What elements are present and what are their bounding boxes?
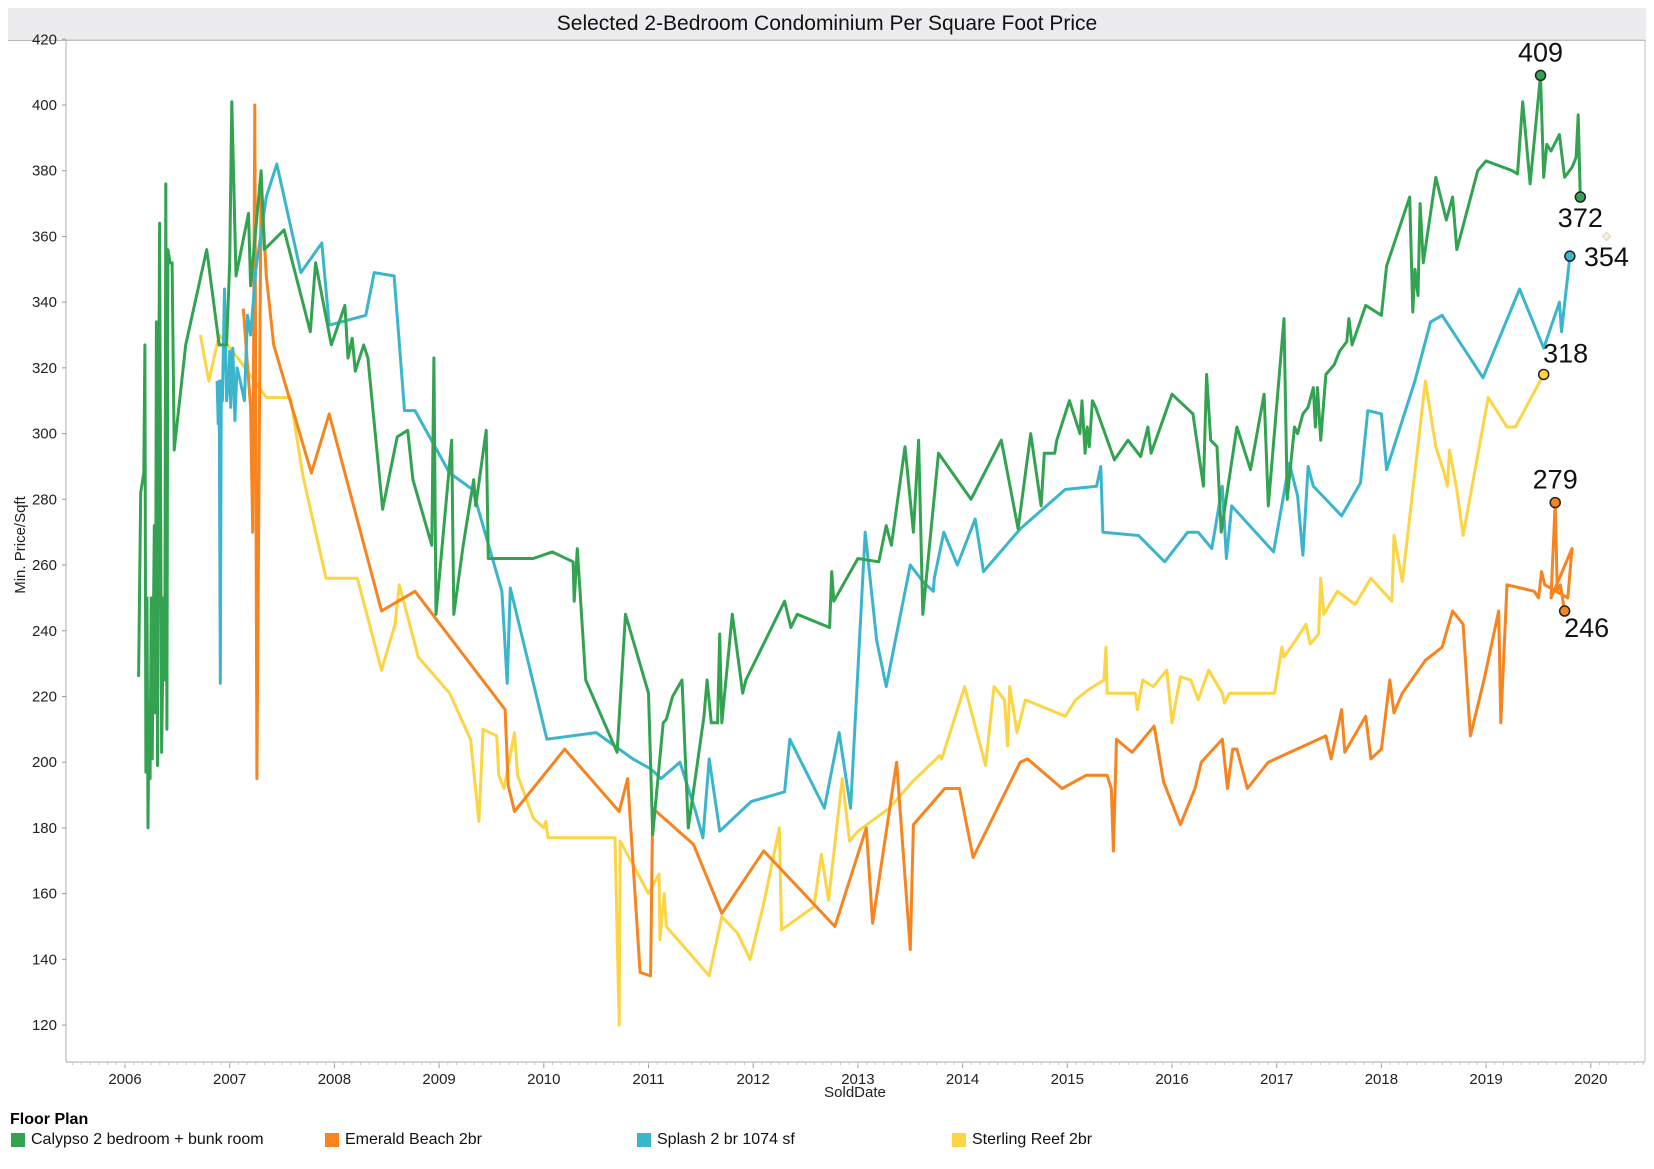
y-tick-label: 200 bbox=[32, 754, 57, 771]
highlight-marker[interactable] bbox=[1549, 496, 1561, 509]
x-tick-label: 2009 bbox=[422, 1071, 455, 1088]
y-tick-label: 260 bbox=[32, 557, 57, 574]
x-tick-label: 2012 bbox=[737, 1071, 770, 1088]
legend-label: Emerald Beach 2br bbox=[345, 1131, 482, 1148]
data-label: 354 bbox=[1584, 242, 1629, 272]
legend-swatch bbox=[952, 1133, 966, 1147]
x-ticks: 2006 2007 2008 2009 2010 2011 2012 2013 2014 2015… bbox=[108, 1062, 1607, 1088]
highlight-marker[interactable] bbox=[1537, 368, 1550, 381]
data-label: 246 bbox=[1564, 613, 1609, 643]
series-line-emerald-beach-2br bbox=[241, 103, 1574, 978]
data-label: 372 bbox=[1558, 203, 1603, 233]
legend-item-calypso[interactable]: Calypso 2 bedroom + bunk room bbox=[11, 1130, 264, 1150]
series-line-splash-2-br-1074-sf bbox=[215, 162, 1572, 840]
highlight-marker[interactable] bbox=[1534, 69, 1547, 82]
data-label: 409 bbox=[1518, 37, 1563, 67]
y-axis-title: Min. Price/Sqft bbox=[12, 495, 29, 593]
legend-swatch bbox=[325, 1133, 339, 1147]
y-tick-label: 220 bbox=[32, 688, 57, 705]
legend-label: Calypso 2 bedroom + bunk room bbox=[31, 1131, 264, 1148]
highlight-marker[interactable] bbox=[1558, 605, 1571, 617]
series-line-sterling-reef-2br bbox=[198, 333, 1546, 1027]
x-tick-label: 2015 bbox=[1051, 1071, 1084, 1088]
diamond-marker bbox=[1601, 231, 1612, 242]
x-tick-label: 2018 bbox=[1365, 1071, 1398, 1088]
y-tick-label: 320 bbox=[32, 360, 57, 377]
data-label: 318 bbox=[1543, 338, 1588, 368]
x-tick-label: 2019 bbox=[1469, 1071, 1502, 1088]
legend-title: Floor Plan bbox=[10, 1111, 89, 1128]
highlight-marker[interactable] bbox=[1564, 250, 1576, 262]
highlight-marker[interactable] bbox=[1574, 191, 1587, 203]
chart-title: Selected 2-Bedroom Condominium Per Squar… bbox=[556, 12, 1098, 35]
legend-item-emerald-beach[interactable]: Emerald Beach 2br bbox=[325, 1130, 482, 1150]
y-tick-label: 120 bbox=[32, 1017, 57, 1034]
x-tick-label: 2020 bbox=[1574, 1071, 1607, 1088]
x-tick-label: 2008 bbox=[318, 1071, 351, 1088]
data-label: 279 bbox=[1533, 465, 1578, 495]
y-tick-label: 160 bbox=[32, 886, 57, 903]
y-tick-label: 380 bbox=[32, 163, 57, 180]
series-lines bbox=[137, 73, 1582, 1027]
y-tick-label: 400 bbox=[32, 97, 57, 114]
y-tick-label: 240 bbox=[32, 623, 57, 640]
legend-item-sterling-reef[interactable]: Sterling Reef 2br bbox=[952, 1130, 1092, 1150]
y-tick-label: 340 bbox=[32, 294, 57, 311]
x-tick-label: 2014 bbox=[946, 1071, 979, 1088]
y-tick-label: 360 bbox=[32, 228, 57, 245]
y-tick-label: 180 bbox=[32, 820, 57, 837]
axes bbox=[65, 39, 1646, 1063]
y-ticks: 120 140 160 180 200 220 240 260 280 300 320 340 360 3… bbox=[32, 31, 66, 1034]
y-tick-label: 140 bbox=[32, 951, 57, 968]
x-tick-label: 2013 bbox=[841, 1071, 874, 1088]
x-tick-label: 2011 bbox=[632, 1071, 664, 1088]
legend-label: Splash 2 br 1074 sf bbox=[657, 1131, 795, 1148]
y-tick-label: 420 bbox=[32, 31, 57, 48]
y-tick-label: 280 bbox=[32, 491, 57, 508]
series-line-calypso-2-bedroom-bunk-room bbox=[137, 73, 1582, 836]
y-tick-label: 300 bbox=[32, 426, 57, 443]
x-axis-title: SoldDate bbox=[824, 1084, 886, 1101]
x-tick-label: 2010 bbox=[527, 1071, 560, 1088]
legend-label: Sterling Reef 2br bbox=[972, 1131, 1093, 1148]
legend-swatch bbox=[637, 1133, 651, 1147]
x-minor-ticks bbox=[72, 1062, 1644, 1065]
highlight-markers: 409 372 354 318 279 246 bbox=[1518, 37, 1629, 643]
legend-swatch bbox=[11, 1133, 25, 1147]
x-tick-label: 2017 bbox=[1260, 1071, 1293, 1088]
legend-item-splash[interactable]: Splash 2 br 1074 sf bbox=[637, 1130, 795, 1150]
x-tick-label: 2007 bbox=[213, 1071, 246, 1088]
chart-title-bar: Selected 2-Bedroom Condominium Per Squar… bbox=[8, 8, 1646, 41]
x-tick-label: 2016 bbox=[1155, 1071, 1188, 1088]
x-tick-label: 2006 bbox=[108, 1071, 141, 1088]
